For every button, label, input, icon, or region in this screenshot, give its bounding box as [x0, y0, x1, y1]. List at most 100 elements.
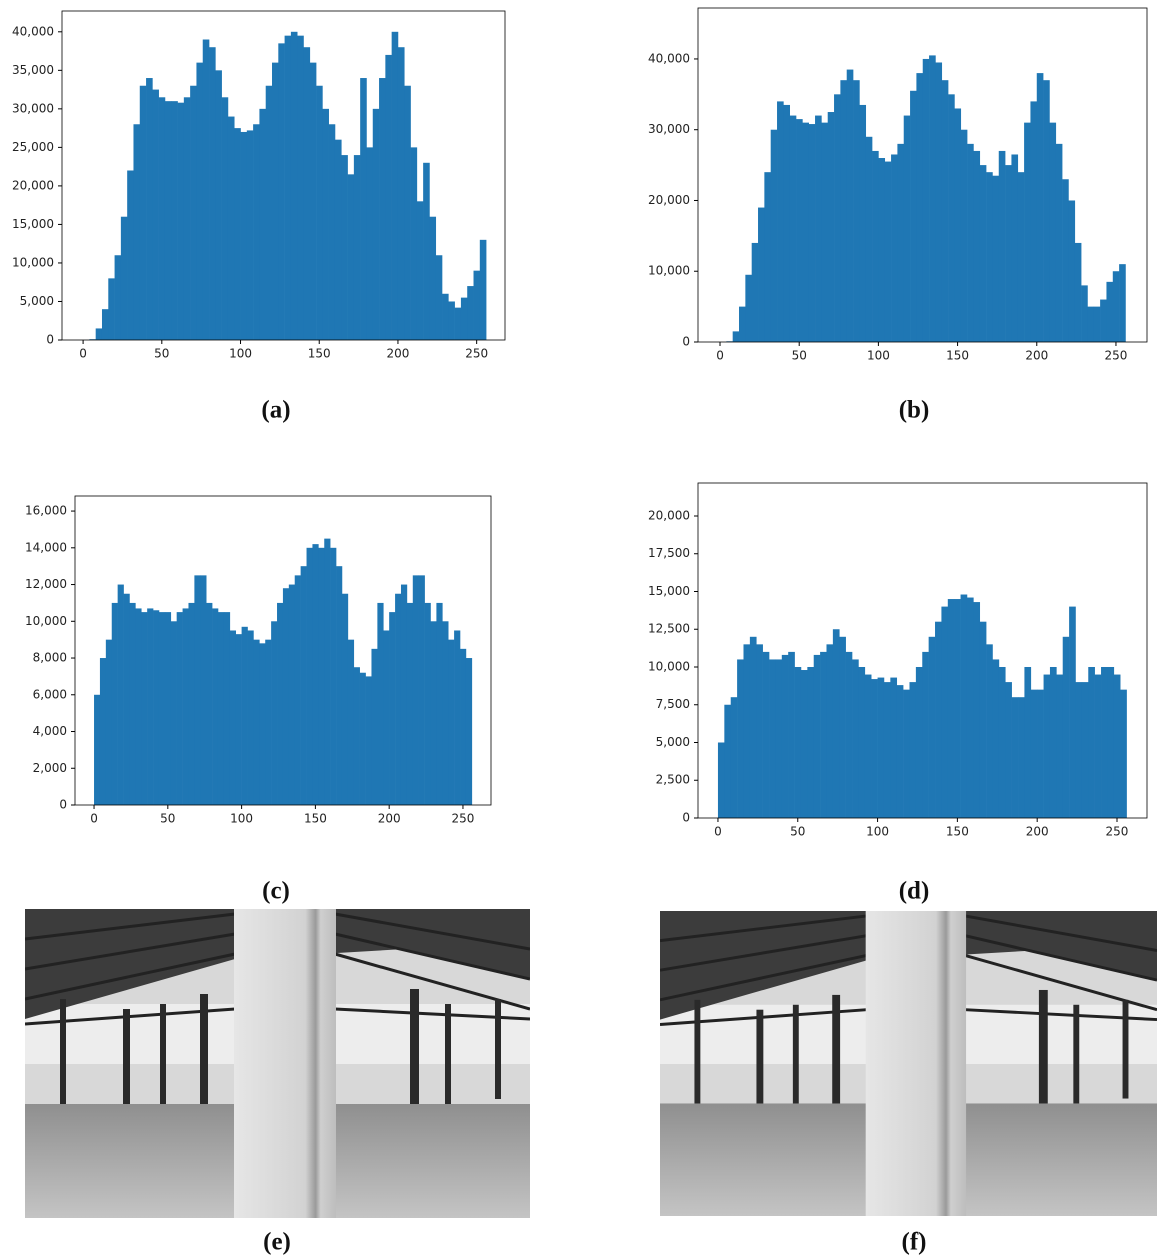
- caption: (c): [262, 878, 290, 905]
- bar: [158, 612, 166, 805]
- bar: [794, 666, 802, 818]
- y-tick-label: 15,000: [12, 217, 54, 231]
- bar: [1069, 606, 1076, 818]
- x-tick-label: 250: [465, 347, 488, 361]
- bar: [737, 659, 744, 818]
- bar: [406, 602, 414, 805]
- histogram: [726, 55, 1126, 343]
- bar: [158, 97, 166, 341]
- bar: [960, 129, 968, 342]
- bar: [1087, 306, 1095, 342]
- y-tick-label: 40,000: [12, 24, 54, 38]
- bar: [365, 676, 372, 805]
- bar: [215, 70, 222, 340]
- bar: [910, 90, 917, 342]
- y-tick-label: 20,000: [12, 178, 54, 192]
- bar: [859, 104, 867, 342]
- bar: [235, 634, 242, 805]
- y-tick-label: 40,000: [648, 51, 690, 65]
- bar: [796, 119, 803, 342]
- axes-frame: [697, 482, 1148, 819]
- bar: [845, 651, 853, 818]
- bar: [992, 659, 1000, 818]
- y-tick-label: 14,000: [25, 540, 67, 554]
- bar: [347, 639, 355, 805]
- bar: [1030, 689, 1038, 818]
- caption: (f): [902, 1229, 927, 1256]
- bar: [277, 602, 284, 805]
- bar: [395, 593, 402, 805]
- bar: [460, 648, 467, 805]
- bar: [253, 639, 260, 805]
- x-tick-label: 150: [946, 349, 969, 363]
- bar: [379, 78, 386, 341]
- y-tick-label: 0: [682, 335, 690, 349]
- y-tick-label: 20,000: [648, 508, 690, 522]
- x-tick-label: 150: [946, 825, 969, 839]
- bar: [922, 58, 930, 342]
- bar: [992, 175, 1000, 342]
- bar: [147, 608, 154, 805]
- bar: [418, 575, 425, 805]
- x-tick-label: 200: [378, 812, 401, 826]
- bar: [322, 108, 329, 340]
- histogram: [89, 31, 487, 341]
- photo-f: [660, 911, 1157, 1216]
- bar: [429, 216, 437, 340]
- bar: [309, 62, 317, 340]
- axes-frame: [697, 7, 1148, 343]
- bar: [105, 639, 113, 805]
- bar: [1011, 697, 1019, 818]
- x-tick-label: 100: [230, 812, 253, 826]
- y-tick-label: 8,000: [33, 651, 67, 665]
- x-tick-label: 100: [866, 825, 889, 839]
- bar: [114, 255, 122, 340]
- x-tick-label: 50: [792, 349, 807, 363]
- bar: [1005, 165, 1012, 342]
- bar: [206, 602, 213, 805]
- bar: [1043, 80, 1050, 342]
- bar: [330, 547, 337, 805]
- bar: [1081, 682, 1089, 818]
- bar: [1101, 666, 1108, 818]
- y-tick-label: 4,000: [33, 724, 67, 738]
- y-tick-label: 15,000: [648, 584, 690, 598]
- bar: [303, 47, 311, 341]
- bar: [751, 242, 759, 342]
- bar: [717, 742, 725, 818]
- bar: [341, 155, 348, 340]
- bar: [170, 621, 177, 805]
- bar: [467, 286, 474, 340]
- bar: [954, 599, 961, 818]
- y-tick-label: 10,000: [648, 264, 690, 278]
- bar: [318, 547, 325, 805]
- bar: [890, 677, 898, 818]
- bar: [353, 155, 361, 340]
- bar: [454, 307, 462, 340]
- bar: [217, 612, 225, 805]
- bar: [139, 85, 147, 340]
- bar: [412, 575, 419, 805]
- bar: [739, 306, 746, 342]
- bar: [240, 131, 248, 340]
- bar: [127, 170, 134, 340]
- bar: [749, 636, 757, 818]
- x-tick-label: 250: [452, 812, 475, 826]
- y-tick-label: 30,000: [12, 101, 54, 115]
- bar: [188, 602, 195, 805]
- bar: [1037, 689, 1044, 818]
- bar: [95, 328, 103, 340]
- bar: [152, 89, 159, 340]
- bar: [306, 547, 313, 805]
- bar: [935, 621, 942, 818]
- bar: [777, 101, 784, 343]
- y-tick-label: 0: [46, 333, 54, 347]
- bar: [177, 102, 185, 340]
- y-tick-label: 10,000: [648, 659, 690, 673]
- bar: [454, 630, 461, 805]
- bar: [1011, 154, 1019, 342]
- bar: [839, 636, 846, 818]
- bar: [196, 62, 204, 340]
- y-tick-label: 16,000: [25, 504, 67, 518]
- bar: [1107, 666, 1115, 818]
